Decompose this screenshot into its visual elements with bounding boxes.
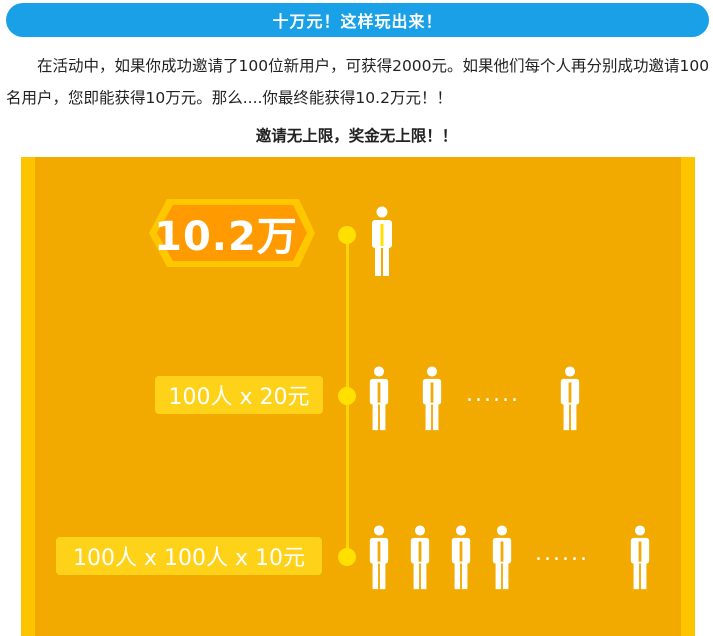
person-icon — [492, 525, 512, 590]
timeline-dot-top — [338, 226, 356, 244]
timeline-dot-middle — [338, 387, 356, 405]
person-icon — [630, 525, 650, 590]
ellipsis-tier1: ...... — [466, 382, 520, 407]
tier2-label: 100人 x 100人 x 10元 — [56, 537, 322, 575]
person-icon — [369, 366, 389, 431]
person-icon — [451, 525, 471, 590]
subtitle: 邀请无上限，奖金无上限！！ — [255, 127, 458, 145]
tier1-label: 100人 x 20元 — [155, 376, 323, 414]
infographic: 10.2万 100人 x 20元 100人 x 100人 x 10元 .....… — [21, 157, 695, 636]
total-amount-badge — [149, 199, 315, 267]
ellipsis-tier2: ...... — [535, 541, 589, 566]
person-icon — [410, 525, 430, 590]
person-icon — [422, 366, 442, 431]
infographic-background: 10.2万 100人 x 20元 100人 x 100人 x 10元 .....… — [35, 157, 681, 636]
banner-title: 十万元！这样玩出来！ — [6, 3, 709, 37]
person-icon — [560, 366, 580, 431]
timeline-dot-bottom — [338, 548, 356, 566]
person-icon-top — [372, 206, 392, 276]
total-amount: 10.2万 — [154, 214, 298, 260]
person-icon — [369, 525, 389, 590]
body-paragraph: 在活动中，如果你成功邀请了100位新用户，可获得2000元。如果他们每个人再分别… — [6, 57, 710, 107]
